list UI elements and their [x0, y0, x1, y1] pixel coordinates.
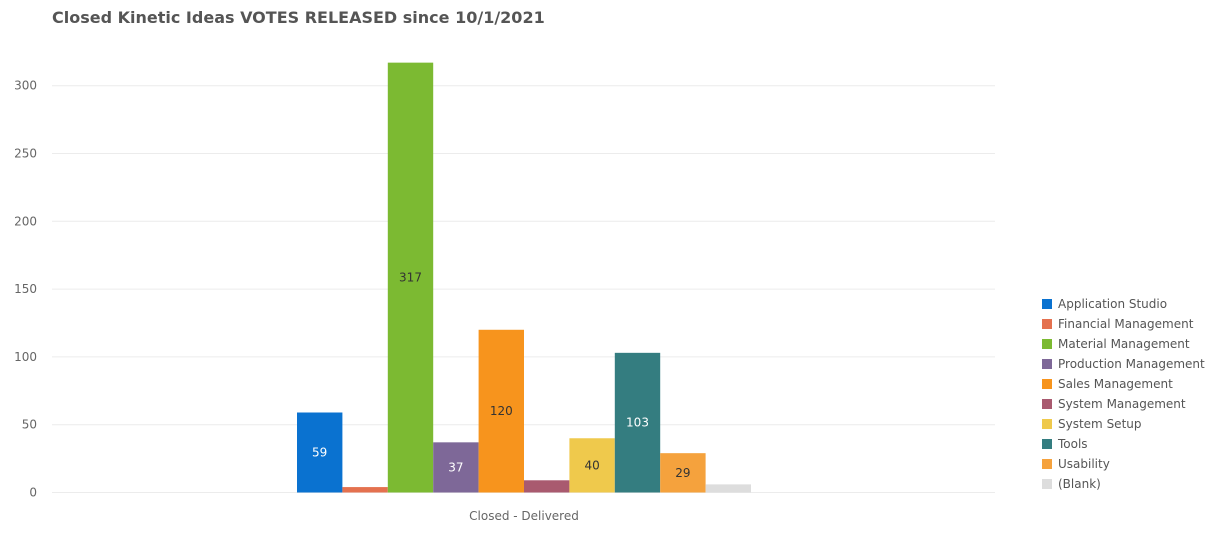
legend-swatch [1042, 339, 1052, 349]
y-tick-label: 100 [14, 350, 37, 364]
legend-label: (Blank) [1058, 477, 1101, 491]
bar[interactable] [660, 453, 706, 493]
bar[interactable] [297, 412, 343, 493]
chart-title: Closed Kinetic Ideas VOTES RELEASED sinc… [52, 8, 545, 27]
y-tick-label: 300 [14, 79, 37, 93]
bar[interactable] [478, 329, 524, 493]
legend-swatch [1042, 399, 1052, 409]
legend-swatch [1042, 479, 1052, 489]
legend-label: Application Studio [1058, 297, 1168, 311]
legend-label: Production Management [1058, 357, 1205, 371]
y-tick-label: 0 [29, 486, 37, 500]
bar[interactable] [524, 480, 570, 493]
legend-item[interactable]: System Management [1042, 394, 1205, 414]
legend-item[interactable]: Production Management [1042, 354, 1205, 374]
legend-label: Financial Management [1058, 317, 1194, 331]
y-tick-label: 250 [14, 147, 37, 161]
bar-data-label: 37 [448, 460, 463, 474]
legend-item[interactable]: Usability [1042, 454, 1205, 474]
legend-item[interactable]: System Setup [1042, 414, 1205, 434]
legend-label: Tools [1058, 437, 1088, 451]
legend-label: Sales Management [1058, 377, 1173, 391]
legend-item[interactable]: Tools [1042, 434, 1205, 454]
bar[interactable] [705, 484, 751, 493]
legend-label: System Setup [1058, 417, 1142, 431]
legend-item[interactable]: (Blank) [1042, 474, 1205, 494]
chart-legend: Application Studio Financial Management Ma… [1042, 294, 1205, 494]
legend-label: System Management [1058, 397, 1186, 411]
legend-item[interactable]: Sales Management [1042, 374, 1205, 394]
legend-swatch [1042, 439, 1052, 449]
bar-data-label: 59 [312, 445, 327, 459]
bar[interactable] [433, 442, 479, 493]
bar[interactable] [342, 487, 388, 493]
bar[interactable] [614, 352, 661, 493]
bar[interactable] [387, 62, 434, 493]
legend-swatch [1042, 419, 1052, 429]
legend-item[interactable]: Application Studio [1042, 294, 1205, 314]
legend-label: Usability [1058, 457, 1110, 471]
bar-data-label: 317 [399, 271, 422, 285]
y-tick-label: 50 [22, 418, 37, 432]
legend-swatch [1042, 299, 1052, 309]
bar-data-label: 29 [675, 466, 690, 480]
legend-swatch [1042, 459, 1052, 469]
bar-data-label: 103 [626, 416, 649, 430]
legend-swatch [1042, 319, 1052, 329]
bar[interactable] [569, 438, 615, 493]
legend-item[interactable]: Financial Management [1042, 314, 1205, 334]
bar-data-label: 120 [490, 404, 513, 418]
legend-label: Material Management [1058, 337, 1190, 351]
legend-swatch [1042, 379, 1052, 389]
legend-item[interactable]: Material Management [1042, 334, 1205, 354]
bar-data-label: 40 [584, 458, 599, 472]
legend-swatch [1042, 359, 1052, 369]
y-tick-label: 150 [14, 282, 37, 296]
y-tick-label: 200 [14, 214, 37, 228]
x-tick-label: Closed - Delivered [469, 509, 579, 523]
